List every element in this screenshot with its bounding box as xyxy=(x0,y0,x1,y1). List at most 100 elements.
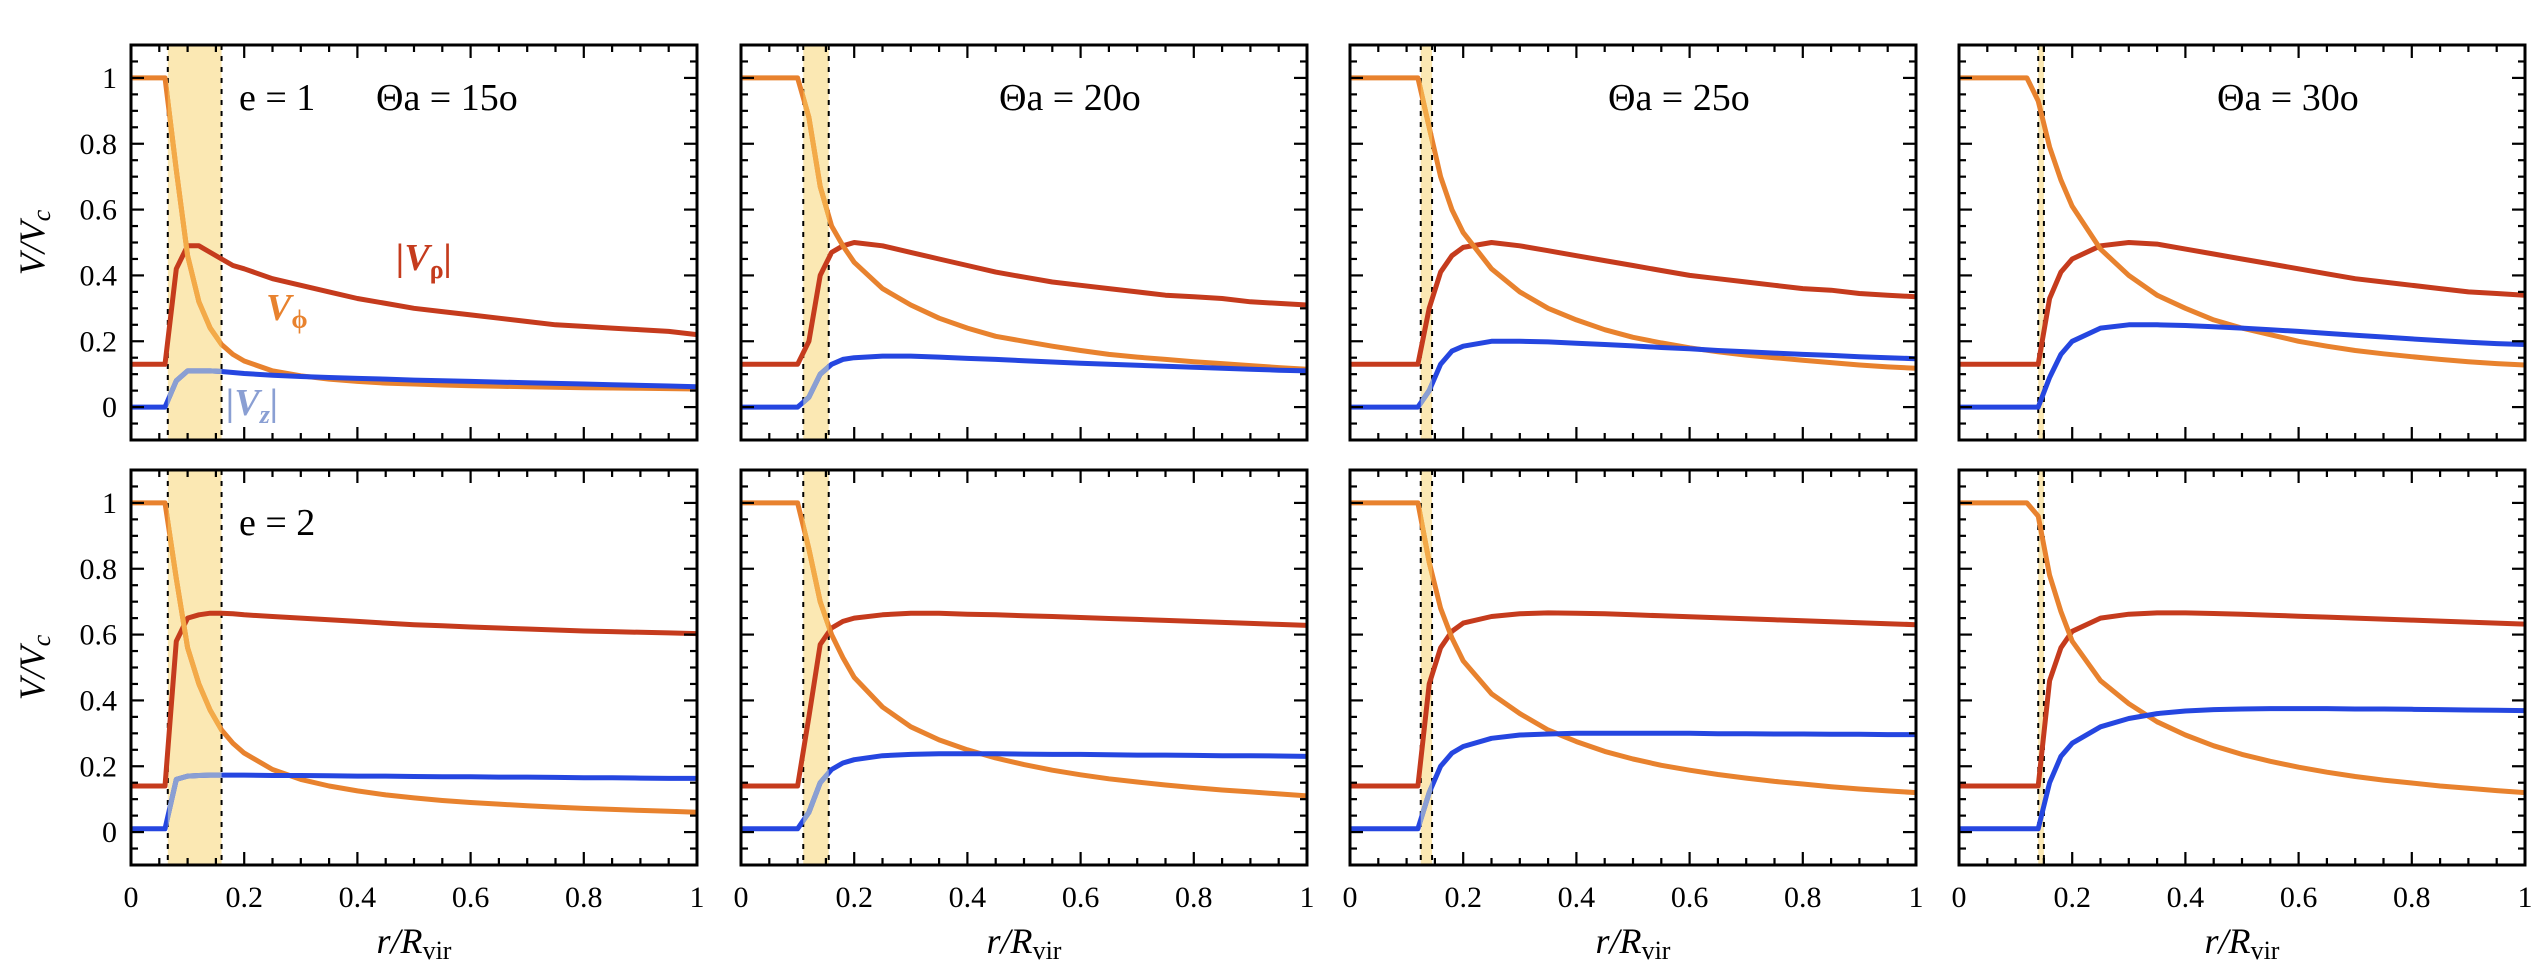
x-axis-label: r/Rvir xyxy=(377,921,452,965)
theta-label: Θa = 15o xyxy=(376,77,518,119)
curve-v-z-band-segment xyxy=(167,772,222,828)
v-z-label: |Vz| xyxy=(226,382,278,429)
curve-v-phi xyxy=(1350,75,1916,371)
v-rho-label-sub: ρ xyxy=(430,255,444,284)
curve-v-z xyxy=(1959,706,2525,832)
y-axis-label-sub: c xyxy=(27,209,56,221)
v-phi-label: Vϕ xyxy=(266,287,308,334)
x-tick-label: 0.4 xyxy=(2167,881,2205,914)
y-tick-label: 0.4 xyxy=(80,684,118,717)
x-axis-label: r/Rvir xyxy=(2205,921,2280,965)
v-rho-label-main: |V xyxy=(396,237,432,279)
x-tick-label: 0.6 xyxy=(1062,881,1100,914)
v-z-label-bar: | xyxy=(270,382,278,424)
x-tick-label: 1 xyxy=(1909,881,1924,914)
v-z-label-sub: z xyxy=(259,400,271,429)
curve-v-rho xyxy=(1959,240,2525,367)
v-rho-label-bar: | xyxy=(444,237,452,279)
x-tick-label: 0 xyxy=(734,881,749,914)
theta-label: Θa = 25o xyxy=(1608,77,1750,119)
y-tick-label: 1 xyxy=(102,487,117,520)
curve-v-z-band-segment xyxy=(167,368,222,407)
curve-v-rho xyxy=(1350,610,1916,789)
theta-label: Θa = 30o xyxy=(2217,77,2359,119)
y-tick-label: 0.4 xyxy=(80,259,118,292)
x-tick-label: 0.8 xyxy=(1784,881,1822,914)
curve-v-phi xyxy=(741,75,1307,372)
theta-label: Θa = 20o xyxy=(999,77,1141,119)
x-tick-label: 0.2 xyxy=(225,881,263,914)
curve-v-rho xyxy=(1959,610,2525,789)
panel-r2c1: 0 0.2 0.4 0.6 0.8 1 0 0.2 0.4 0.6 0.8 1 r/Rvir V/Vc e … xyxy=(12,468,705,965)
curve-v-rho xyxy=(131,243,697,367)
panel-r1c3: Θa = 25o xyxy=(1348,43,1918,442)
x-tick-label: 0 xyxy=(1952,881,1967,914)
transition-band xyxy=(2038,470,2044,865)
x-tick-label: 0.2 xyxy=(835,881,873,914)
x-tick-label: 0.8 xyxy=(1175,881,1213,914)
x-tick-label: 0.2 xyxy=(2053,881,2091,914)
y-tick-label: 0.2 xyxy=(80,325,118,358)
y-axis-label: V/Vc xyxy=(12,209,56,275)
curve-v-phi xyxy=(1959,500,2525,796)
curve-v-z xyxy=(1350,338,1916,410)
y-tick-label: 1 xyxy=(102,62,117,95)
x-axis-label-sub: vir xyxy=(1033,936,1062,965)
y-tick-label: 0.8 xyxy=(80,553,118,586)
x-axis-label-sub: vir xyxy=(2251,936,2280,965)
y-axis-label-main: V/V xyxy=(12,217,52,275)
curve-v-phi-band-segment xyxy=(167,80,222,348)
x-axis-label: r/Rvir xyxy=(1596,921,1671,965)
x-tick-label: 0.2 xyxy=(1444,881,1482,914)
panel-r2c2: 0 0.2 0.4 0.6 0.8 1 r/Rvir xyxy=(734,468,1315,965)
x-axis-label-sub: vir xyxy=(1642,936,1671,965)
v-phi-label-sub: ϕ xyxy=(291,305,307,334)
transition-band xyxy=(167,45,222,440)
v-phi-label-main: V xyxy=(266,287,294,329)
eccentricity-label: e = 1 xyxy=(239,77,315,119)
x-tick-label: 1 xyxy=(2518,881,2533,914)
transition-band xyxy=(2038,45,2044,440)
transition-band xyxy=(1420,45,1433,440)
x-axis-label-main: r/R xyxy=(2205,921,2251,961)
curve-v-z xyxy=(1350,730,1916,832)
y-axis-label-sub: c xyxy=(27,634,56,646)
curve-v-phi xyxy=(741,500,1307,799)
x-tick-label: 0.6 xyxy=(2280,881,2318,914)
curve-v-phi-band-segment xyxy=(167,504,222,734)
y-tick-label: 0 xyxy=(102,816,117,849)
v-z-label-main: |V xyxy=(226,382,262,424)
y-tick-label: 0.6 xyxy=(80,619,118,652)
y-tick-label: 0.6 xyxy=(80,194,118,227)
x-tick-label: 0.8 xyxy=(565,881,603,914)
x-axis-label-main: r/R xyxy=(377,921,423,961)
v-rho-label: |Vρ| xyxy=(396,237,452,284)
panel-r2c3: 0 0.2 0.4 0.6 0.8 1 r/Rvir xyxy=(1343,468,1924,965)
eccentricity-label: e = 2 xyxy=(239,502,315,544)
x-tick-label: 1 xyxy=(1300,881,1315,914)
x-tick-label: 0 xyxy=(1343,881,1358,914)
x-tick-label: 0.6 xyxy=(452,881,490,914)
y-tick-label: 0.2 xyxy=(80,750,118,783)
curve-v-rho xyxy=(131,610,697,789)
x-tick-label: 1 xyxy=(690,881,705,914)
curve-v-rho xyxy=(741,240,1307,367)
panel-r1c4: Θa = 30o xyxy=(1957,43,2527,442)
curve-v-z xyxy=(741,353,1307,410)
x-axis-label-sub: vir xyxy=(423,936,452,965)
x-tick-label: 0.4 xyxy=(949,881,987,914)
curve-v-z xyxy=(741,751,1307,832)
y-tick-label: 0 xyxy=(102,391,117,424)
y-tick-label: 0.8 xyxy=(80,128,118,161)
x-tick-label: 0.4 xyxy=(339,881,377,914)
x-tick-label: 0.4 xyxy=(1558,881,1596,914)
panel-r1c1: 00.20.40.60.81V/Vce = 1 Θa = 15o|Vρ|Vϕ|Vz… xyxy=(12,43,699,442)
curve-v-rho xyxy=(1350,240,1916,367)
transition-band xyxy=(1420,470,1433,865)
x-axis-label-main: r/R xyxy=(1596,921,1642,961)
x-axis-label-main: r/R xyxy=(987,921,1033,961)
curve-v-phi xyxy=(1959,75,2525,368)
x-axis-label: r/Rvir xyxy=(987,921,1062,965)
y-axis-label: V/Vc xyxy=(12,634,56,700)
